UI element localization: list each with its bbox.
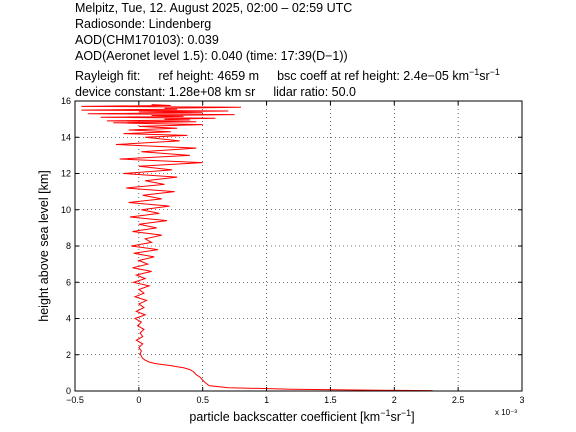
x-tick-label: 1.5 (324, 395, 337, 405)
x-tick-label: −0.5 (66, 395, 84, 405)
bsc-exp-1: −1 (468, 66, 480, 77)
x-axis-label: particle backscatter coefficient [km−1sr… (189, 407, 415, 424)
x-tick-label: 2 (392, 395, 397, 405)
x-label-exp-2: −1 (400, 407, 412, 418)
x-tick-label: 0 (136, 395, 141, 405)
title-location-time: Melpitz, Tue, 12. August 2025, 02:00 – 0… (75, 1, 353, 15)
y-tick-label: 16 (61, 96, 71, 106)
lidar-ratio: lidar ratio: 50.0 (273, 85, 356, 99)
radiosonde-info: Radiosonde: Lindenberg (75, 17, 212, 31)
x-label-exp-1: −1 (380, 407, 391, 418)
device-line: device constant: 1.28e+08 km sr lidar rat… (75, 84, 356, 100)
y-tick-label: 6 (66, 277, 71, 287)
y-tick-label: 2 (66, 350, 71, 360)
rayleigh-fit-line: Rayleigh fit: ref height: 4659 m bsc coeff… (75, 66, 500, 84)
ref-height: ref height: 4659 m (158, 69, 260, 83)
bsc-coeff: bsc coeff at ref height: 2.4e−05 km−1sr−… (277, 66, 500, 83)
y-tick-label: 0 (66, 386, 71, 396)
backscatter-profile-line (81, 104, 433, 392)
y-tick-label: 12 (61, 169, 71, 179)
x-tick-label: 2.5 (452, 395, 465, 405)
bsc-coeff-text: bsc coeff at ref height: 2.4e−05 km (277, 69, 469, 83)
bsc-exp-2: −1 (489, 66, 500, 77)
x-label-text: particle backscatter coefficient [km (189, 410, 381, 424)
device-constant: device constant: 1.28e+08 km sr (75, 85, 256, 99)
x-label-unit-sr: sr (390, 410, 401, 424)
y-tick-label: 8 (66, 241, 71, 251)
x-axis-multiplier: x 10⁻³ (495, 408, 518, 417)
aod-chm: AOD(CHM170103): 0.039 (75, 33, 219, 47)
rayleigh-label: Rayleigh fit: (75, 69, 141, 83)
y-tick-label: 14 (61, 132, 71, 142)
x-tick-label: 3 (519, 395, 524, 405)
aod-aeronet: AOD(Aeronet level 1.5): 0.040 (time: 17:… (75, 49, 348, 63)
x-label-bracket: ] (411, 410, 415, 424)
y-axis-label: height above sea level [km] (37, 170, 51, 322)
x-tick-label: 0.5 (196, 395, 209, 405)
x-tick-label: 1 (264, 395, 269, 405)
plot-area (75, 101, 522, 391)
bsc-unit-sr: sr (479, 69, 490, 83)
y-tick-label: 4 (66, 314, 71, 324)
y-tick-label: 10 (61, 205, 71, 215)
